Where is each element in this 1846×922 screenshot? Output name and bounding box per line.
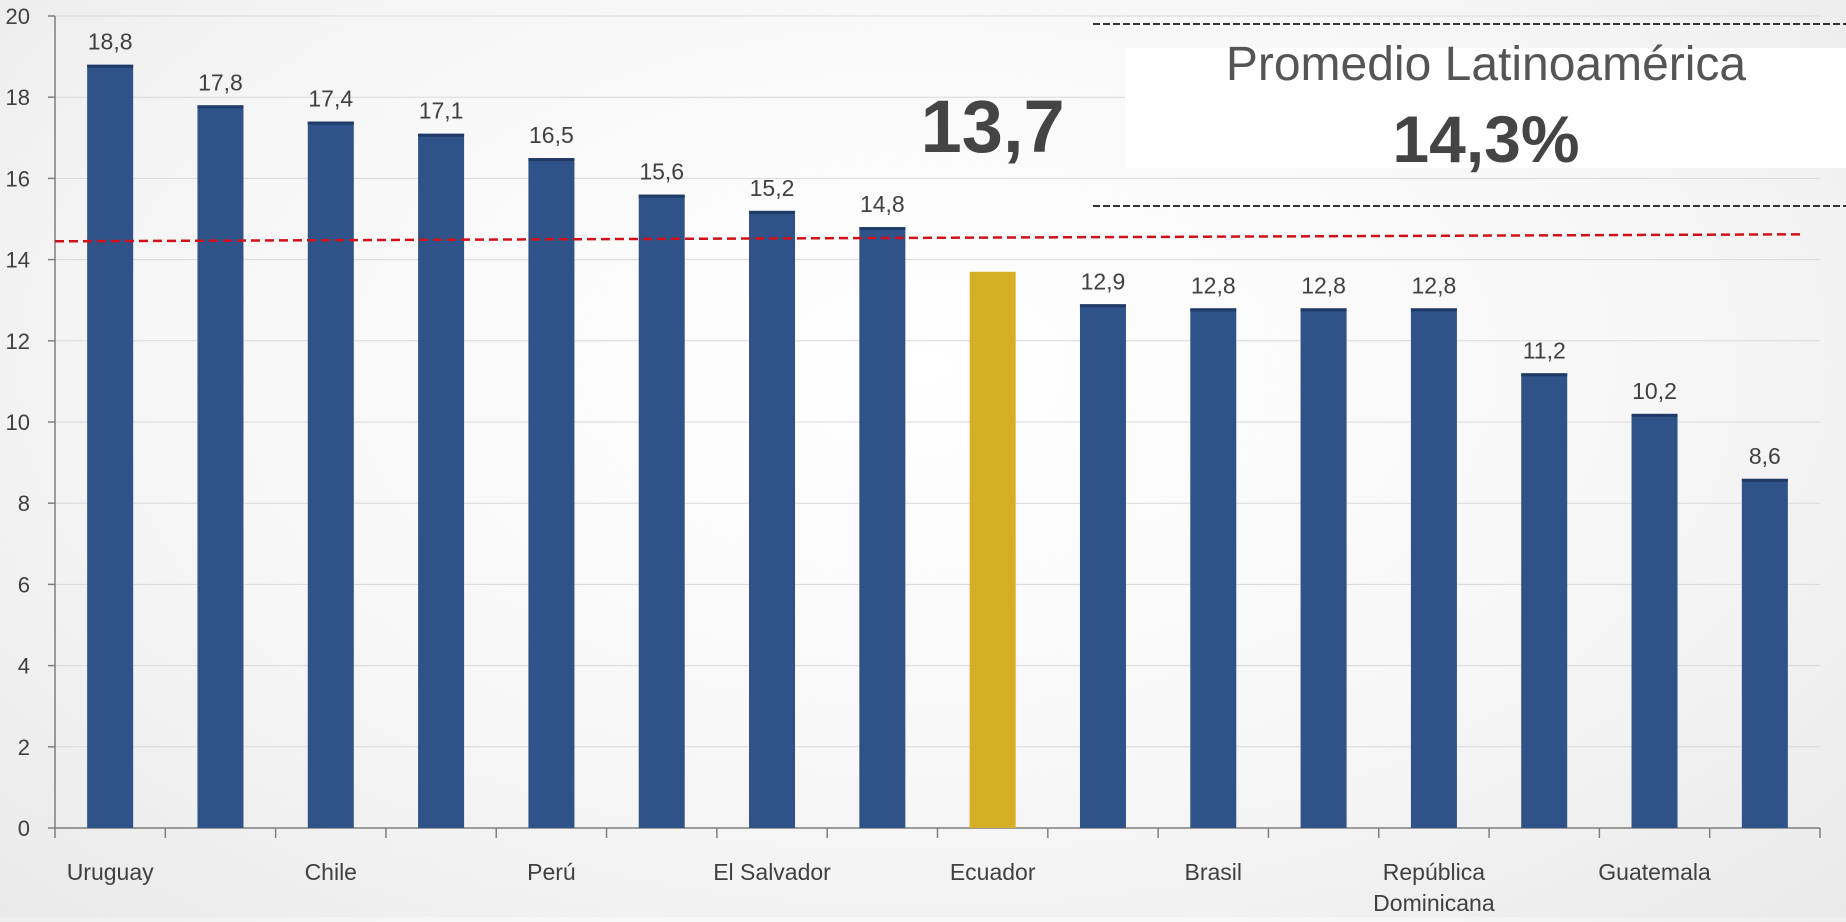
y-tick-label: 12 [6, 329, 30, 354]
y-tick-label: 18 [6, 85, 30, 110]
average-line [54, 233, 1806, 243]
average-callout-box [1125, 48, 1846, 168]
data-label: 8,6 [1749, 443, 1781, 469]
highlight-value-label: 13,7 [921, 85, 1065, 168]
bar [1631, 413, 1678, 828]
data-label: 11,2 [1523, 337, 1566, 363]
x-tick-label: El Salvador [713, 859, 831, 885]
bar-top-edge [1410, 308, 1457, 312]
data-label: 10,2 [1632, 378, 1677, 404]
y-tick-label: 2 [18, 735, 30, 760]
y-tick-label: 20 [6, 4, 30, 29]
x-tick-label: Perú [527, 859, 576, 885]
bar [197, 105, 244, 828]
y-tick-label: 8 [18, 491, 30, 516]
x-tick-label: Chile [305, 859, 357, 885]
bar-top-edge [87, 64, 134, 68]
bar-top-edge [1300, 308, 1347, 312]
y-tick-label: 6 [18, 572, 30, 597]
bar-top-edge [1741, 478, 1788, 482]
x-tick-label: Uruguay [67, 859, 154, 885]
x-tick-label: Dominicana [1373, 890, 1495, 916]
y-tick-label: 14 [6, 248, 30, 273]
bar-top-edge [638, 194, 685, 198]
y-tick-label: 10 [6, 410, 30, 435]
y-tick-label: 0 [18, 816, 30, 841]
bar-top-edge [197, 105, 244, 109]
bar [307, 121, 354, 828]
x-tick-label: Brasil [1185, 859, 1243, 885]
bar [528, 158, 575, 829]
bar-top-edge [1079, 304, 1126, 308]
bar-highlight [969, 271, 1016, 828]
y-tick-label: 4 [18, 654, 30, 679]
data-label: 12,9 [1081, 268, 1126, 294]
bar-top-edge [307, 121, 354, 125]
data-label: 17,8 [198, 69, 243, 95]
bar-top-edge [859, 227, 906, 231]
average-value-label: 14,3% [1392, 102, 1579, 176]
data-label: 12,8 [1412, 272, 1457, 298]
bar [1741, 478, 1788, 828]
bar-top-edge [1521, 373, 1568, 377]
bar-top-edge [749, 210, 796, 214]
data-label: 17,4 [308, 86, 353, 112]
data-label: 12,8 [1301, 272, 1346, 298]
bar [1079, 304, 1126, 828]
x-tick-label: República [1383, 859, 1485, 885]
bar [638, 194, 685, 828]
data-label: 18,8 [88, 29, 133, 55]
x-tick-label: Guatemala [1598, 859, 1711, 885]
bar [749, 210, 796, 828]
bar [1410, 308, 1457, 828]
bar-top-edge [418, 133, 465, 137]
data-label: 14,8 [860, 191, 905, 217]
bar-top-edge [1631, 413, 1678, 417]
x-tick-label: Ecuador [950, 859, 1036, 885]
bar-top-edge [1190, 308, 1237, 312]
bar [87, 64, 134, 829]
data-label: 15,2 [750, 175, 795, 201]
bar [1190, 308, 1237, 828]
bar [418, 133, 465, 829]
bar-top-edge [528, 158, 575, 162]
bar [859, 227, 906, 828]
bar [1521, 373, 1568, 828]
data-label: 16,5 [529, 122, 574, 148]
bar [1300, 308, 1347, 828]
data-label: 12,8 [1191, 272, 1236, 298]
data-label: 15,6 [639, 159, 684, 185]
average-title: Promedio Latinoamérica [1226, 38, 1747, 91]
y-tick-label: 16 [6, 166, 30, 191]
data-label: 17,1 [419, 98, 464, 124]
